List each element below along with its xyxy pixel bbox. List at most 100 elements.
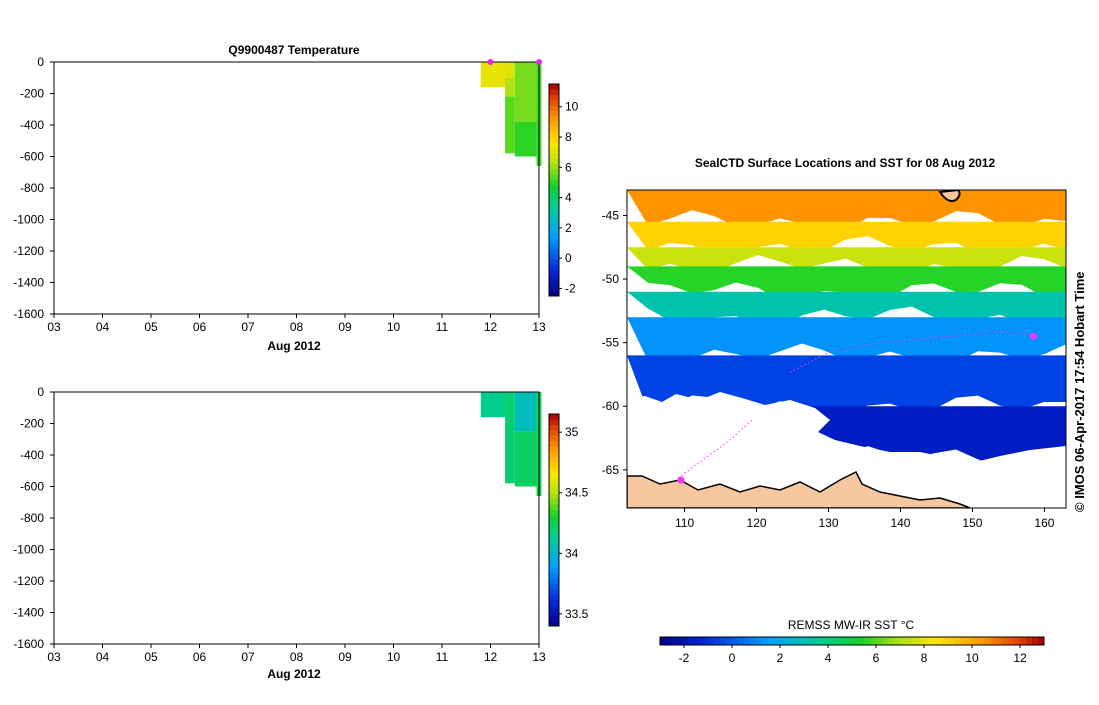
temperature-x-tick-label: 12 [484,320,498,334]
sst-colorbar-segment [840,637,847,645]
temperature-colorbar-segment [549,285,559,292]
salinity-y-tick-label: -400 [20,448,44,462]
sst-colorbar-segment [996,637,1003,645]
salinity-y-tick-label: -200 [20,417,44,431]
salinity-colorbar-segment [549,482,559,489]
temperature-cells [480,62,542,166]
salinity-colorbar-tick-label: 35 [565,425,579,439]
salinity-colorbar-segment [549,594,559,600]
salinity-plot-frame [53,391,540,645]
salinity-y-tick-label: -1600 [13,637,44,651]
sst-colorbar-segment [918,637,925,645]
salinity-x-tick-label: 07 [241,650,255,664]
sst-colorbar-segment [798,637,805,645]
sst-colorbar-segment [882,637,889,645]
temperature-colorbar-segment [549,248,559,255]
salinity-colorbar-segment [549,504,559,510]
salinity-colorbar-segment [549,461,559,468]
salinity-colorbar-segment [549,514,559,521]
salinity-colorbar-segment [549,493,559,500]
temperature-plot-frame [53,61,540,315]
temperature-y-tick-label: -600 [20,150,44,164]
antarctica-land [627,470,971,508]
sst-colorbar-segment [804,637,811,645]
temperature-colorbar-segment [549,89,559,96]
lon-tick-label: 150 [962,516,982,530]
tasmania-coast [938,190,961,202]
temperature-colorbar: -2 0 2 4 6 8 10 [548,83,579,297]
sst-map-frame [626,189,1067,509]
temperature-colorbar-segment [549,227,559,233]
temperature-y-ticks: 0 -200 -400 -600 -800 -1000 -1200 -1400 -1600 [13,55,54,321]
temperature-x-tick-label: 04 [96,320,110,334]
sst-colorbar-segment [720,637,727,645]
sst-colorbar-segment [948,637,955,645]
temperature-colorbar-segment [549,168,559,175]
salinity-colorbar-segment [549,578,559,585]
salinity-colorbar-segment [549,573,559,579]
salinity-colorbar-segment [549,467,559,473]
salinity-colorbar-frame [548,413,560,627]
temperature-colorbar-segment [549,131,559,138]
sst-colorbar-tick-label: 10 [965,651,979,665]
salinity-x-tick-label: 03 [47,650,61,664]
sst-colorbar-segment [924,637,931,645]
sst-band [627,317,1066,368]
sst-colorbar-segment [1032,637,1039,645]
sst-colorbar-segment [660,637,667,645]
lon-tick-label: 140 [890,516,910,530]
sst-colorbar: -2 0 2 4 6 8 10 12 [659,636,1045,665]
temperature-colorbar-segment [549,115,559,122]
sst-colorbar-segment [708,637,715,645]
lat-tick-label: -50 [602,272,620,286]
salinity-colorbar-segment [549,424,559,431]
salinity-colorbar-segment [549,620,559,627]
temperature-colorbar-segment [549,280,559,286]
temperature-colorbar-tick-label: 10 [565,100,579,114]
salinity-colorbar-segment [549,472,559,479]
temperature-cell [505,62,515,78]
temperature-cell [505,77,515,97]
sst-colorbar-segment [702,637,709,645]
temperature-colorbar-frame [548,83,560,297]
sst-colorbar-segment [912,637,919,645]
sst-colorbar-segment [768,637,775,645]
salinity-colorbar-tick-label: 34.5 [565,486,589,500]
salinity-x-label: Aug 2012 [267,667,321,681]
sst-colorbar-segment [936,637,943,645]
sst-colorbar-segment [942,637,949,645]
salinity-x-ticks: 03 04 05 06 07 08 09 10 11 12 13 [47,644,546,664]
temperature-colorbar-segment [549,94,559,101]
temperature-colorbar-segment [549,147,559,154]
salinity-colorbar-segment [549,435,559,441]
salinity-colorbar-segment [549,599,559,606]
sst-colorbar-segment [960,637,967,645]
temperature-x-tick-label: 03 [47,320,61,334]
salinity-colorbar-segment [549,419,559,426]
temperature-title: Q9900487 Temperature [228,43,360,57]
sst-colorbar-tick-label: -2 [679,651,690,665]
salinity-colorbar-segment [549,567,559,574]
salinity-colorbar-segment [549,562,559,569]
temperature-y-tick-label: -400 [20,118,44,132]
salinity-colorbar-segment [549,440,559,447]
salinity-colorbar-segment [549,456,559,463]
salinity-colorbar-segment [549,498,559,505]
temperature-x-tick-label: 13 [532,320,546,334]
sst-colorbar-segment [930,637,937,645]
salinity-colorbar-segment [549,610,559,616]
sst-colorbar-segment [672,637,679,645]
temperature-y-tick-label: 0 [37,55,44,69]
salinity-y-tick-label: -800 [20,511,44,525]
lat-tick-label: -60 [602,399,620,413]
temperature-y-tick-label: -1600 [13,307,44,321]
salinity-colorbar-segment [549,429,559,436]
temperature-y-tick-label: -800 [20,181,44,195]
temperature-colorbar-segment [549,179,559,186]
temperature-colorbar-segment [549,264,559,270]
sst-colorbar-segment [750,637,757,645]
salinity-x-tick-label: 04 [96,650,110,664]
sst-colorbar-segment [1020,637,1027,645]
sst-colorbar-segment [858,637,865,645]
salinity-colorbar-segment [549,551,559,558]
